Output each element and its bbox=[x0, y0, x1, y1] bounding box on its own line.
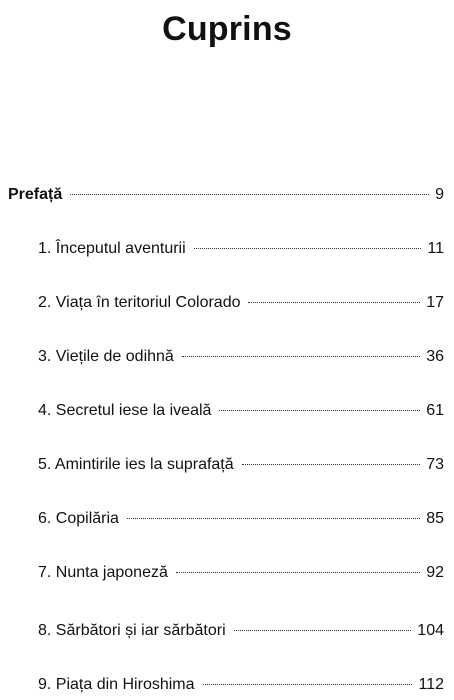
toc-entry-chapter[interactable]: 1. Începutul aventurii 11 bbox=[38, 238, 444, 260]
dot-leader bbox=[70, 194, 430, 195]
toc-entry-page-number: 36 bbox=[426, 348, 444, 365]
toc-entry-page-number: 9 bbox=[435, 186, 444, 203]
toc-entry-page-number: 17 bbox=[426, 294, 444, 311]
toc-entry-label: 4. Secretul iese la iveală bbox=[38, 402, 212, 419]
dot-leader bbox=[202, 684, 413, 685]
toc-entry-label: Prefață bbox=[8, 186, 63, 203]
toc-entry-label: 2. Viața în teritoriul Colorado bbox=[38, 294, 241, 311]
toc-entry-label: 8. Sărbători și iar sărbători bbox=[38, 622, 226, 639]
toc-entry-chapter[interactable]: 8. Sărbători și iar sărbători 104 bbox=[38, 620, 444, 642]
toc-entry-label: 3. Viețile de odihnă bbox=[38, 348, 174, 365]
toc-entry-page-number: 85 bbox=[426, 510, 444, 527]
toc-entry-page-number: 11 bbox=[427, 240, 444, 257]
toc-entry-chapter[interactable]: 7. Nunta japoneză 92 bbox=[38, 562, 444, 584]
page-title: Cuprins bbox=[162, 10, 292, 48]
toc-entry-label: 6. Copilăria bbox=[38, 510, 119, 527]
dot-leader bbox=[175, 572, 421, 573]
toc-entry-preface[interactable]: Prefață 9 bbox=[8, 184, 444, 206]
dot-leader bbox=[193, 248, 422, 249]
toc-entry-chapter[interactable]: 6. Copilăria 85 bbox=[38, 508, 444, 530]
toc-entry-page-number: 104 bbox=[417, 622, 444, 639]
dot-leader bbox=[181, 356, 421, 357]
toc-entry-chapter[interactable]: 4. Secretul iese la iveală 61 bbox=[38, 400, 444, 422]
toc-entry-page-number: 92 bbox=[426, 564, 444, 581]
toc-entry-label: 7. Nunta japoneză bbox=[38, 564, 168, 581]
dot-leader bbox=[219, 410, 421, 411]
dot-leader bbox=[126, 518, 421, 519]
toc-entry-chapter[interactable]: 2. Viața în teritoriul Colorado 17 bbox=[38, 292, 444, 314]
toc-entry-chapter[interactable]: 5. Amintirile ies la suprafață 73 bbox=[38, 454, 444, 476]
toc-entry-label: 5. Amintirile ies la suprafață bbox=[38, 456, 234, 473]
toc-entry-page-number: 73 bbox=[426, 456, 444, 473]
toc-entry-label: 9. Piața din Hiroshima bbox=[38, 676, 195, 693]
toc-entry-chapter[interactable]: 9. Piața din Hiroshima 112 bbox=[38, 674, 444, 696]
toc-entry-page-number: 112 bbox=[418, 676, 444, 693]
dot-leader bbox=[248, 302, 421, 303]
dot-leader bbox=[233, 630, 412, 631]
toc-entry-chapter[interactable]: 3. Viețile de odihnă 36 bbox=[38, 346, 444, 368]
toc-entry-page-number: 61 bbox=[426, 402, 444, 419]
toc-entry-label: 1. Începutul aventurii bbox=[38, 240, 186, 257]
dot-leader bbox=[241, 464, 421, 465]
